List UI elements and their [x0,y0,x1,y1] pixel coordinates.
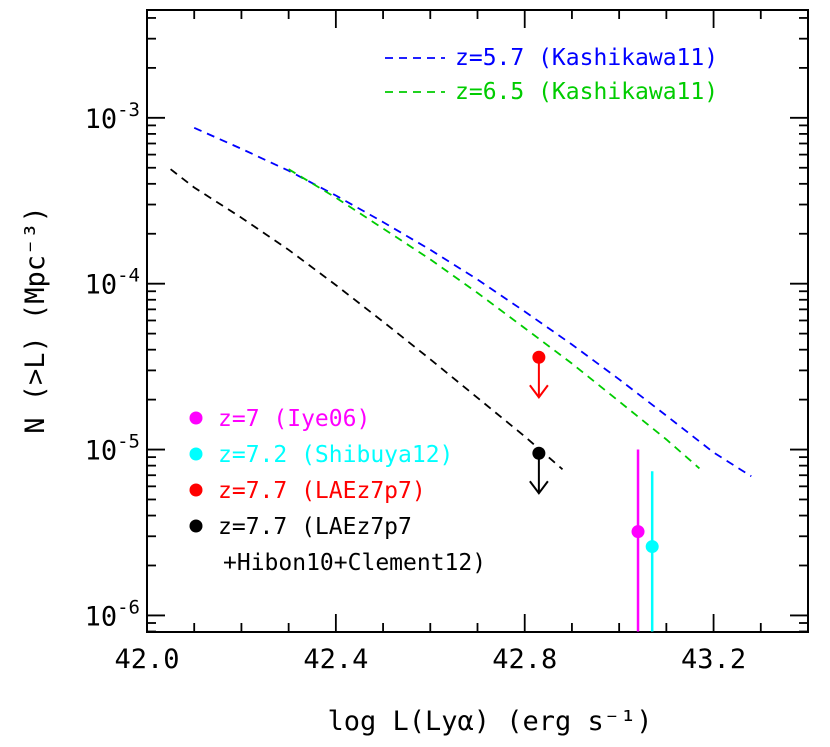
y-tick-label: 10-6 [85,596,140,632]
x-axis-ticks: 42.0 42.4 42.8 43.2 [114,10,809,675]
y-tick-label: 10-5 [85,431,140,467]
legend: z=5.7 (Kashikawa11) z=6.5 (Kashikawa11) z=… [189,45,718,576]
x-axis-label: log L(Lyα) (erg s⁻¹) [327,706,652,737]
y-axis-label: N (>L) (Mpc⁻³) [20,206,51,434]
data-point-3 [532,446,546,460]
series-line-2 [170,168,564,470]
legend-marker-2 [189,483,203,497]
x-tick-label: 42.0 [114,644,179,675]
legend-marker-1 [189,447,203,461]
x-tick-label: 42.8 [492,644,557,675]
upper-limit-arrowhead-2 [529,384,549,399]
data-point-2 [532,350,546,364]
legend-point-label-2: z=7.7 (LAEz7p7) [218,478,426,504]
series-line-0 [193,126,752,478]
legend-point-label-1: z=7.2 (Shibuya12) [218,442,453,468]
series-line-1 [288,168,700,470]
y-axis-ticks: 10-3 10-4 10-5 10-6 [85,17,808,632]
y-tick-label: 10-4 [85,265,140,301]
legend-line-label-1: z=6.5 (Kashikawa11) [455,79,718,105]
x-tick-label: 42.4 [303,644,368,675]
y-tick-label: 10-3 [85,99,140,135]
legend-point-label-0: z=7 (Iye06) [218,406,370,432]
x-tick-label: 43.2 [681,644,746,675]
legend-marker-0 [189,411,203,425]
legend-line-label-0: z=5.7 (Kashikawa11) [455,45,718,71]
data-point-0 [631,525,645,539]
legend-point-label-3: z=7.7 (LAEz7p7 [218,514,412,540]
legend-point-label-4: +Hibon10+Clement12) [223,550,486,576]
upper-limit-arrowhead-3 [529,480,549,495]
legend-marker-3 [189,519,203,533]
data-point-1 [645,540,659,554]
